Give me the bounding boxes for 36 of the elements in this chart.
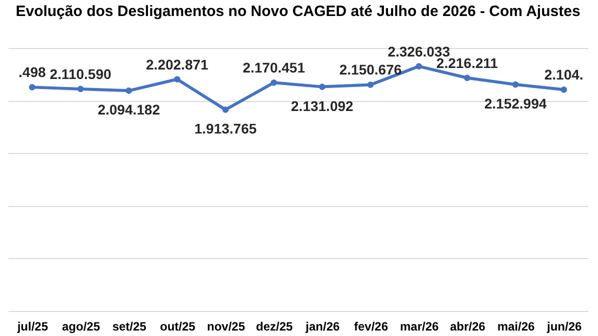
data-label: 2.150.676 [339,62,402,78]
point [222,106,229,113]
x-tick-label: out/25 [160,320,196,334]
point [367,82,374,88]
annotation: 2.104. [544,66,584,83]
point [512,81,519,88]
x-tick-label: fev/26 [354,320,388,334]
data-label: 1.913.765 [194,120,257,137]
x-tick-label: jan/26 [304,320,340,334]
point [560,86,567,93]
x-tick-label: mar/26 [400,320,440,334]
x-tick-label: ago/25 [62,320,100,334]
x-tick-label: nov/25 [206,320,246,334]
x-tick-label: mai/26 [497,320,536,334]
x-tick-label: abr/26 [450,320,486,334]
point [77,86,84,92]
point [270,80,277,86]
data-label: 2.202.871 [146,56,209,72]
point [126,88,132,94]
point [174,76,180,82]
point [29,84,36,90]
data-label: 2.094.182 [98,102,160,118]
point [319,84,326,90]
x-tick-label: set/25 [112,320,147,334]
chart-title: Evolução dos Desligamentos no Novo CAGED até Julho de 2026 - Com Ajustes [16,3,580,20]
x-tick-label: jul/25 [16,320,48,334]
x-tick-label: jun/26 [546,320,582,334]
data-label: 2.131.092 [291,98,354,114]
data-label: 2.326.033 [388,43,450,60]
data-label: 2.110.590 [50,66,112,82]
point [416,63,422,70]
data-label: 2.152.994 [484,96,547,112]
point [464,74,470,82]
annotation: .498 [18,64,46,80]
data-label: 2.170.451 [242,60,306,76]
x-tick-label: dez/25 [256,320,293,334]
